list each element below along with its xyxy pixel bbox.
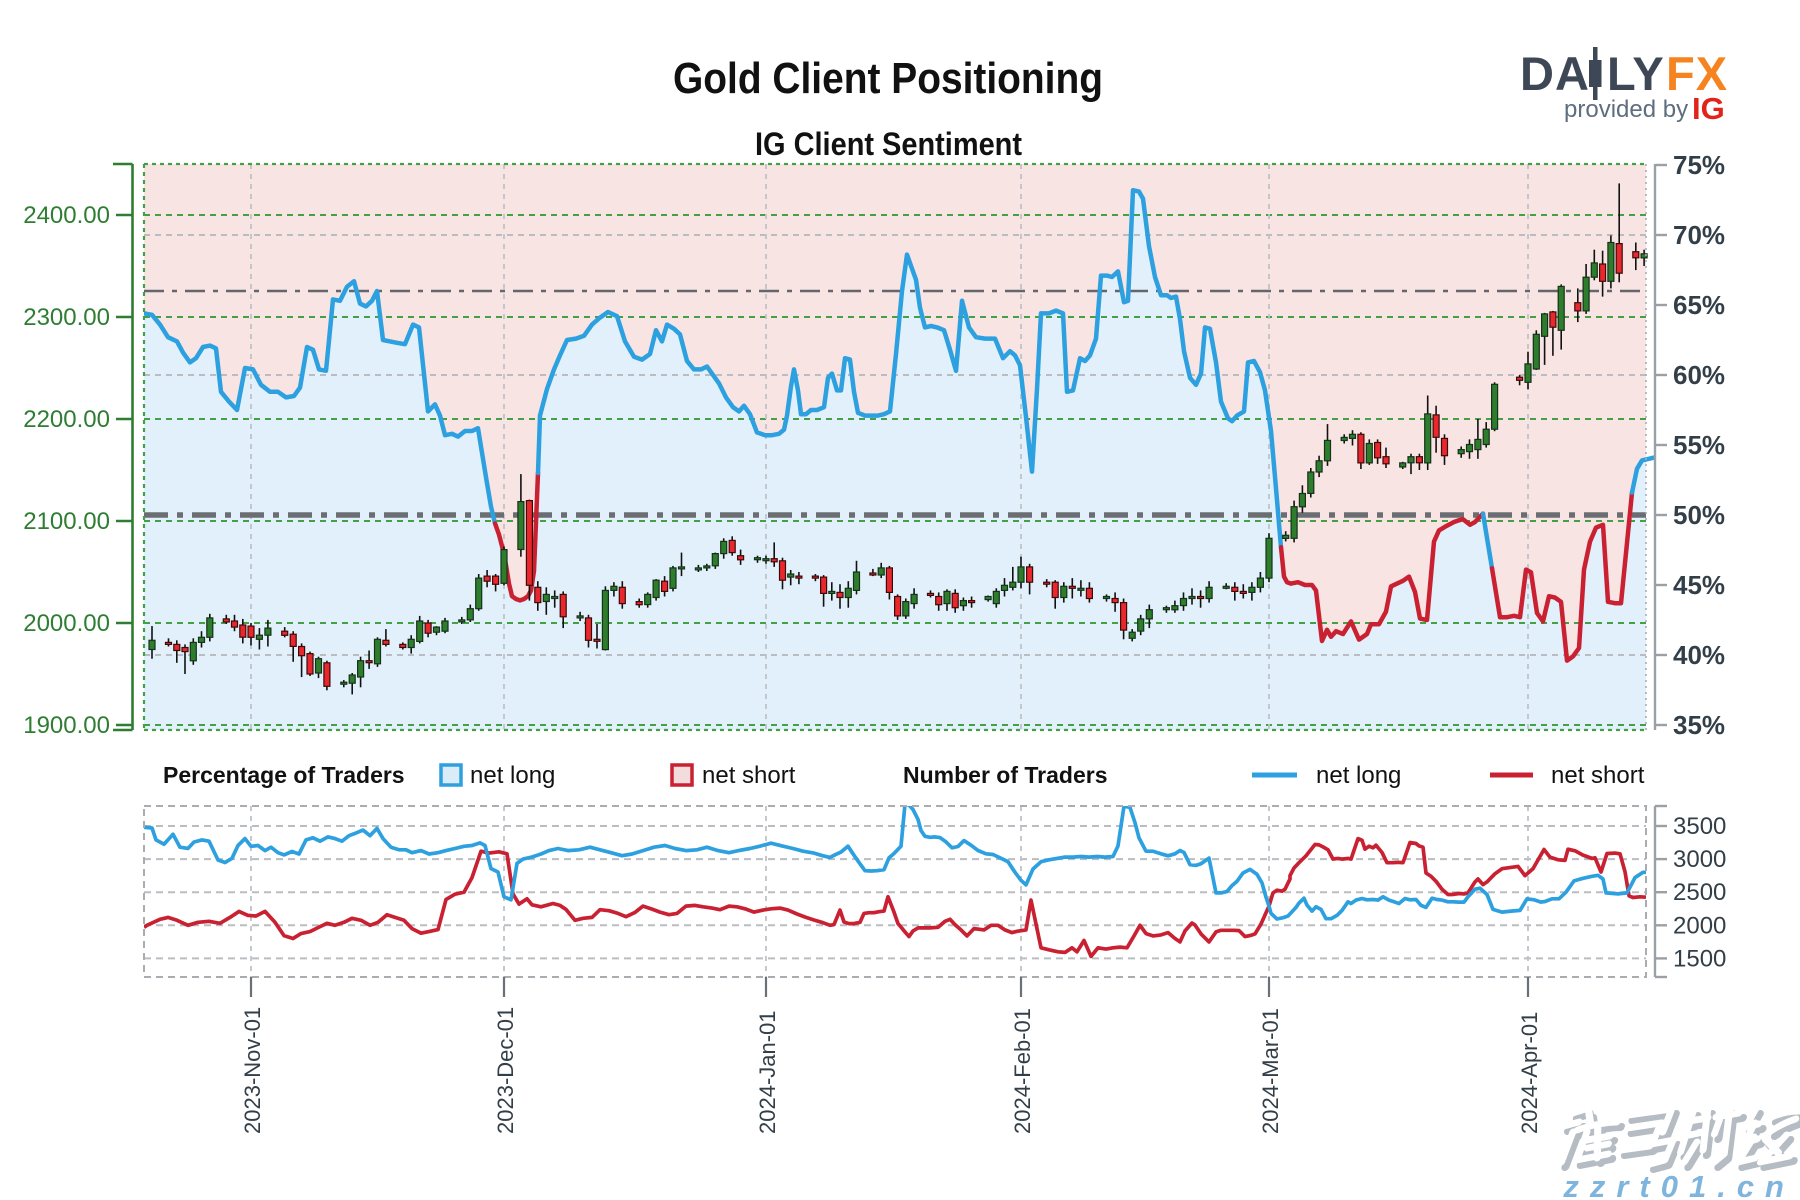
svg-text:zzrt01.cn: zzrt01.cn xyxy=(1562,1169,1795,1200)
svg-text:3000: 3000 xyxy=(1673,846,1726,873)
svg-text:2300.00: 2300.00 xyxy=(23,304,110,331)
svg-text:Gold Client Positioning: Gold Client Positioning xyxy=(673,54,1103,103)
svg-text:DA: DA xyxy=(1520,47,1590,100)
svg-text:2023-Nov-01: 2023-Nov-01 xyxy=(240,1007,265,1134)
svg-text:2024-Mar-01: 2024-Mar-01 xyxy=(1258,1008,1283,1134)
svg-text:Percentage of Traders: Percentage of Traders xyxy=(163,762,405,788)
svg-text:IG: IG xyxy=(1692,91,1725,126)
svg-text:net short: net short xyxy=(702,762,796,789)
svg-text:2500: 2500 xyxy=(1673,879,1726,906)
svg-text:2000.00: 2000.00 xyxy=(23,610,110,637)
svg-text:2200.00: 2200.00 xyxy=(23,406,110,433)
svg-text:IG Client Sentiment: IG Client Sentiment xyxy=(755,126,1022,162)
svg-text:2024-Jan-01: 2024-Jan-01 xyxy=(755,1010,780,1134)
svg-text:net short: net short xyxy=(1551,762,1645,789)
svg-text:2024-Apr-01: 2024-Apr-01 xyxy=(1517,1012,1542,1134)
svg-text:45%: 45% xyxy=(1673,570,1725,600)
svg-text:net long: net long xyxy=(470,762,555,789)
svg-text:75%: 75% xyxy=(1673,150,1725,180)
svg-text:2023-Dec-01: 2023-Dec-01 xyxy=(493,1007,518,1134)
svg-text:1900.00: 1900.00 xyxy=(23,712,110,739)
svg-text:2100.00: 2100.00 xyxy=(23,508,110,535)
svg-text:FX: FX xyxy=(1666,47,1728,100)
svg-text:65%: 65% xyxy=(1673,290,1725,320)
svg-text:50%: 50% xyxy=(1673,500,1725,530)
svg-text:3500: 3500 xyxy=(1673,813,1726,840)
svg-text:LY: LY xyxy=(1607,47,1665,100)
svg-text:provided by: provided by xyxy=(1564,96,1688,123)
svg-text:55%: 55% xyxy=(1673,430,1725,460)
svg-text:2400.00: 2400.00 xyxy=(23,202,110,229)
svg-text:1500: 1500 xyxy=(1673,945,1726,972)
svg-text:70%: 70% xyxy=(1673,220,1725,250)
svg-text:35%: 35% xyxy=(1673,710,1725,740)
svg-text:net long: net long xyxy=(1316,762,1401,789)
svg-text:Number of Traders: Number of Traders xyxy=(903,762,1108,788)
svg-text:2024-Feb-01: 2024-Feb-01 xyxy=(1010,1008,1035,1134)
svg-text:40%: 40% xyxy=(1673,640,1725,670)
svg-text:2000: 2000 xyxy=(1673,912,1726,939)
svg-text:60%: 60% xyxy=(1673,360,1725,390)
